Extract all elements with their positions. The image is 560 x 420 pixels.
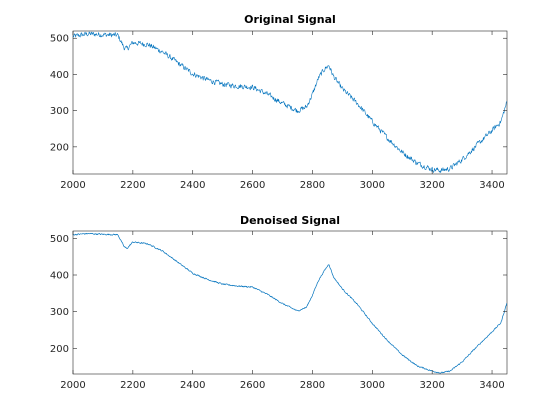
original-signal-x-tick-label: 2800: [300, 180, 325, 191]
original-signal-x-tick-label: 3200: [419, 180, 444, 191]
denoised-signal-x-tick-label: 2800: [300, 380, 325, 391]
denoised-signal-x-tick-label: 2000: [60, 380, 85, 391]
original-signal-axes: [72, 30, 508, 175]
original-signal-y-tick-label: 300: [50, 106, 69, 117]
original-signal-ticks: 2000 2200 2400 2600 2800 3000 3200 3400 200 300 40…: [50, 31, 507, 191]
denoised-signal-plot-area: [73, 232, 507, 374]
denoised-signal-ticks: 2000 2200 2400 2600 2800 3000 3200 3400 200 300 40…: [50, 231, 507, 391]
denoised-signal-x-tick-label: 2400: [180, 380, 205, 391]
original-signal-x-tick-label: 3400: [479, 180, 504, 191]
original-signal-panel: Original Signal 2000 2200 2400 2600 2800 3000…: [50, 13, 508, 191]
denoised-signal-panel: Denoised Signal 2000 2200 2400 2600 2800 3000…: [50, 214, 508, 391]
denoised-signal-x-tick-label: 3000: [360, 380, 385, 391]
denoised-signal-x-tick-label: 2200: [120, 380, 145, 391]
denoised-signal-x-tick-label: 2600: [240, 380, 265, 391]
denoised-signal-y-tick-label: 500: [50, 234, 69, 245]
denoised-signal-y-tick-label: 200: [50, 344, 69, 355]
denoised-signal-y-tick-label: 400: [50, 271, 69, 282]
original-signal-title: Original Signal: [244, 13, 336, 26]
denoised-signal-axes: [72, 230, 508, 375]
original-signal-x-tick-label: 2000: [60, 180, 85, 191]
original-signal-plot-area: [73, 31, 507, 173]
original-signal-x-tick-label: 2600: [240, 180, 265, 191]
original-signal-x-tick-label: 2400: [180, 180, 205, 191]
denoised-signal-y-tick-label: 300: [50, 307, 69, 318]
original-signal-x-tick-label: 2200: [120, 180, 145, 191]
original-signal-y-tick-label: 400: [50, 70, 69, 81]
original-signal-series-line: [73, 31, 507, 173]
original-signal-x-tick-label: 3000: [360, 180, 385, 191]
denoised-signal-x-tick-label: 3200: [419, 380, 444, 391]
denoised-signal-title: Denoised Signal: [240, 214, 340, 227]
original-signal-y-tick-label: 500: [50, 34, 69, 45]
original-signal-y-tick-label: 200: [50, 142, 69, 153]
denoised-signal-x-tick-label: 3400: [479, 380, 504, 391]
denoised-signal-series-line: [73, 232, 507, 374]
